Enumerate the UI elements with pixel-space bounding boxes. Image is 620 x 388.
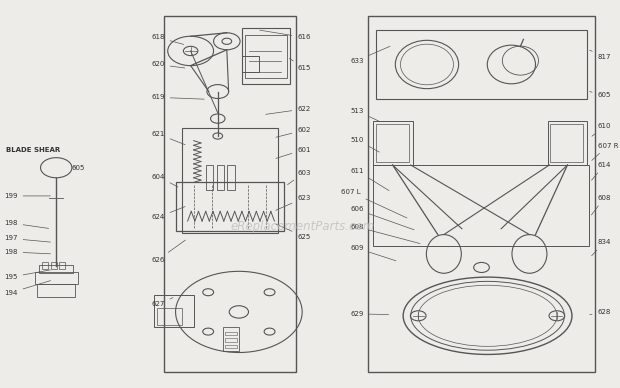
Text: 629: 629 — [350, 311, 389, 317]
Bar — [216, 165, 224, 190]
Text: 604: 604 — [151, 173, 178, 187]
Text: eReplacementParts.com: eReplacementParts.com — [230, 220, 374, 233]
Text: 607 R: 607 R — [592, 143, 618, 160]
Bar — [225, 332, 237, 335]
Bar — [547, 121, 587, 165]
Text: 619: 619 — [151, 94, 204, 100]
Bar — [51, 262, 57, 269]
Text: 834: 834 — [591, 239, 611, 256]
Bar — [242, 28, 290, 84]
Text: 608: 608 — [350, 224, 420, 244]
Text: 510: 510 — [350, 137, 379, 152]
Text: 610: 610 — [592, 123, 611, 136]
Text: 608: 608 — [591, 195, 611, 215]
Text: 622: 622 — [266, 106, 311, 114]
Text: 602: 602 — [276, 127, 311, 137]
Bar — [368, 16, 595, 372]
Text: 601: 601 — [276, 147, 311, 158]
Bar — [42, 262, 48, 269]
Text: 603: 603 — [288, 170, 311, 185]
Text: 625: 625 — [276, 224, 311, 239]
Text: BLADE SHEAR: BLADE SHEAR — [6, 147, 60, 152]
Text: 199: 199 — [4, 193, 50, 199]
Bar — [154, 294, 193, 327]
Bar — [175, 182, 284, 231]
Text: 623: 623 — [276, 195, 311, 210]
Text: 605: 605 — [590, 92, 611, 99]
Text: 605: 605 — [72, 165, 86, 171]
Text: 513: 513 — [350, 108, 379, 121]
Text: 620: 620 — [151, 61, 185, 68]
Bar — [228, 165, 234, 190]
Bar — [373, 121, 412, 165]
Bar — [35, 272, 78, 284]
Text: 627: 627 — [151, 298, 173, 307]
Text: 616: 616 — [260, 30, 311, 40]
Text: 195: 195 — [4, 270, 50, 280]
Bar — [182, 128, 278, 233]
Bar — [225, 345, 237, 348]
Bar — [164, 16, 296, 372]
Bar — [39, 265, 73, 273]
Bar — [206, 165, 213, 190]
Text: 614: 614 — [591, 162, 611, 180]
Bar — [223, 327, 239, 351]
Text: 194: 194 — [4, 281, 51, 296]
Text: 626: 626 — [151, 240, 185, 263]
Text: 817: 817 — [590, 50, 611, 60]
Bar — [157, 308, 182, 326]
Text: 628: 628 — [590, 309, 611, 315]
Text: 618: 618 — [151, 35, 184, 44]
Text: 611: 611 — [350, 168, 389, 191]
Bar — [37, 284, 76, 297]
Bar — [376, 30, 587, 99]
Text: 198: 198 — [4, 249, 50, 255]
Bar — [550, 124, 583, 162]
Text: 606: 606 — [350, 206, 414, 230]
Text: 197: 197 — [4, 236, 50, 242]
Text: 609: 609 — [350, 245, 396, 261]
Text: 607 L: 607 L — [341, 189, 407, 218]
Bar — [60, 262, 65, 269]
Bar — [225, 338, 237, 342]
Bar — [242, 56, 259, 72]
Text: 624: 624 — [151, 207, 185, 220]
Text: 615: 615 — [290, 58, 311, 71]
Text: 633: 633 — [350, 46, 390, 64]
Bar — [373, 165, 588, 246]
Text: 621: 621 — [151, 131, 185, 145]
Text: 198: 198 — [4, 220, 48, 229]
Bar — [376, 124, 409, 162]
Bar — [245, 35, 287, 78]
